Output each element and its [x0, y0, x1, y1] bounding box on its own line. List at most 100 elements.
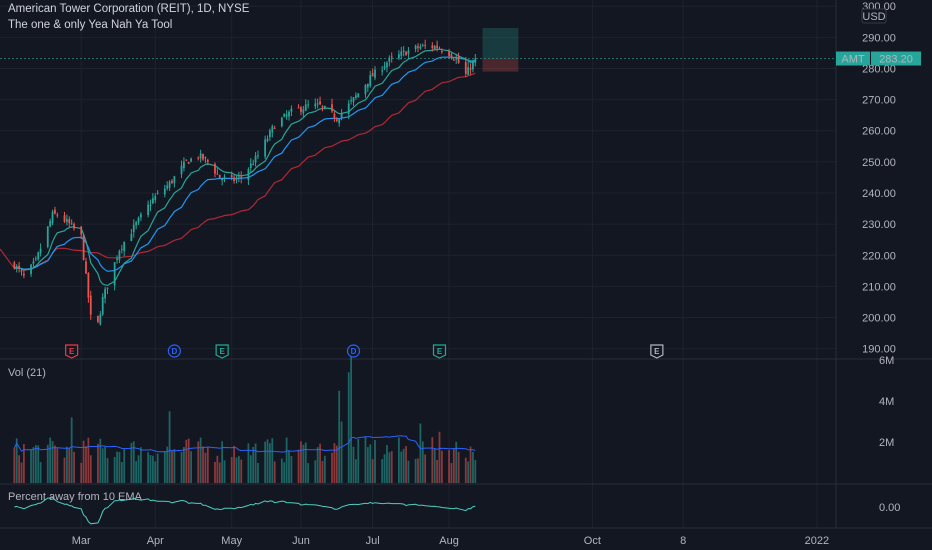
volume-bar	[183, 446, 185, 483]
price-tick-label: 240.00	[862, 188, 896, 200]
event-marker[interactable]: D	[346, 344, 361, 358]
candle-body	[154, 195, 157, 201]
candle-body	[230, 175, 233, 178]
volume-bar	[237, 456, 240, 483]
volume-bar	[290, 456, 293, 483]
candle-body	[386, 62, 388, 68]
candle-body	[307, 104, 310, 106]
volume-bar	[204, 452, 207, 483]
volume-bar	[118, 451, 121, 483]
target-zone	[482, 28, 519, 59]
candle-body	[120, 248, 123, 250]
candle-body	[214, 163, 216, 174]
volume-bar	[163, 451, 166, 483]
volume-bar	[22, 444, 25, 483]
candle-body	[63, 215, 66, 222]
chart-title: American Tower Corporation (REIT), 1D, N…	[8, 3, 250, 15]
volume-bar	[450, 462, 453, 483]
candle-body	[56, 214, 59, 216]
volume-bar	[106, 458, 109, 483]
candle-body	[166, 185, 169, 189]
earnings-marker-shape	[215, 344, 229, 359]
volume-bar	[421, 441, 424, 483]
event-marker[interactable]: E	[650, 344, 664, 359]
event-marker[interactable]: E	[65, 344, 79, 359]
candle-body	[97, 315, 99, 322]
candle-body	[101, 297, 104, 315]
volume-bar	[135, 461, 138, 483]
time-tick-label: Oct	[584, 535, 601, 547]
indicator-title[interactable]: The one & only Yea Nah Ya Tool	[8, 19, 173, 31]
volume-bar	[199, 437, 202, 483]
volume-bar	[233, 445, 235, 483]
candle-body	[390, 56, 393, 58]
time-tick-label: 2022	[805, 535, 829, 547]
volume-bar	[321, 461, 324, 483]
volume-bar	[97, 443, 99, 483]
event-marker-letter: D	[351, 347, 357, 356]
candle-body	[417, 46, 419, 48]
candle-body	[257, 155, 259, 157]
volume-bar	[419, 423, 422, 483]
volume-bar	[257, 462, 259, 483]
last-price-tag: AMT 283.20	[836, 51, 921, 66]
candle-body	[22, 273, 25, 276]
volume-bar	[280, 458, 283, 483]
volume-bar	[166, 446, 169, 483]
candle-body	[338, 118, 341, 124]
event-marker[interactable]: E	[215, 344, 229, 359]
ticker-text: AMT	[841, 54, 865, 66]
candle-body	[183, 161, 185, 169]
volume-bar	[85, 446, 87, 483]
earnings-marker-shape	[65, 344, 79, 359]
price-tick-label: 250.00	[862, 157, 896, 169]
candle-body	[333, 113, 336, 119]
candle-body	[438, 48, 441, 50]
candle-body	[436, 45, 439, 48]
time-axis: Mar Apr May Jun Jul Aug Oct 8 2022	[72, 535, 829, 547]
candle-body	[355, 95, 357, 98]
candle-body	[106, 287, 109, 289]
candle-body	[151, 198, 154, 204]
price-tick-label: 280.00	[862, 63, 896, 75]
volume-bar	[89, 455, 92, 483]
candle-body	[271, 126, 274, 133]
volume-bar	[221, 441, 224, 483]
candle-body	[402, 50, 405, 52]
volume-bar	[397, 437, 400, 483]
candle-body	[15, 266, 18, 269]
event-marker[interactable]: D	[167, 344, 181, 358]
volume-bar	[319, 443, 321, 483]
volume-bar	[70, 417, 73, 483]
candle-body	[369, 75, 372, 87]
time-tick-label: Aug	[439, 535, 459, 547]
price-badge	[871, 51, 921, 66]
candle-body	[218, 174, 221, 179]
volume-bar	[156, 453, 159, 483]
volume-bar	[235, 457, 238, 483]
candle-body	[180, 165, 183, 175]
percent-tick-label: 0.00	[879, 502, 900, 514]
volume-tick-label: 6M	[879, 355, 894, 367]
candle-body	[407, 50, 410, 54]
volume-bar	[54, 445, 56, 483]
candle-body	[347, 103, 350, 114]
percent-pane-label[interactable]: Percent away from 10 EMA	[8, 491, 142, 503]
volume-bar	[424, 454, 427, 483]
volume-bar	[104, 446, 106, 483]
volume-bar	[18, 455, 21, 483]
volume-bar	[357, 438, 360, 483]
candle-body	[118, 250, 121, 260]
event-marker[interactable]: E	[432, 344, 447, 359]
volume-bar	[168, 411, 171, 483]
volume-bar	[266, 439, 269, 483]
volume-pane-label[interactable]: Vol (21)	[8, 367, 46, 379]
volume-bar	[230, 457, 233, 483]
candle-body	[147, 204, 149, 215]
candle-body	[49, 221, 52, 227]
candle-body	[87, 272, 90, 298]
candle-body	[371, 73, 374, 77]
candle-body	[116, 258, 118, 260]
price-text: 283.20	[879, 54, 913, 66]
